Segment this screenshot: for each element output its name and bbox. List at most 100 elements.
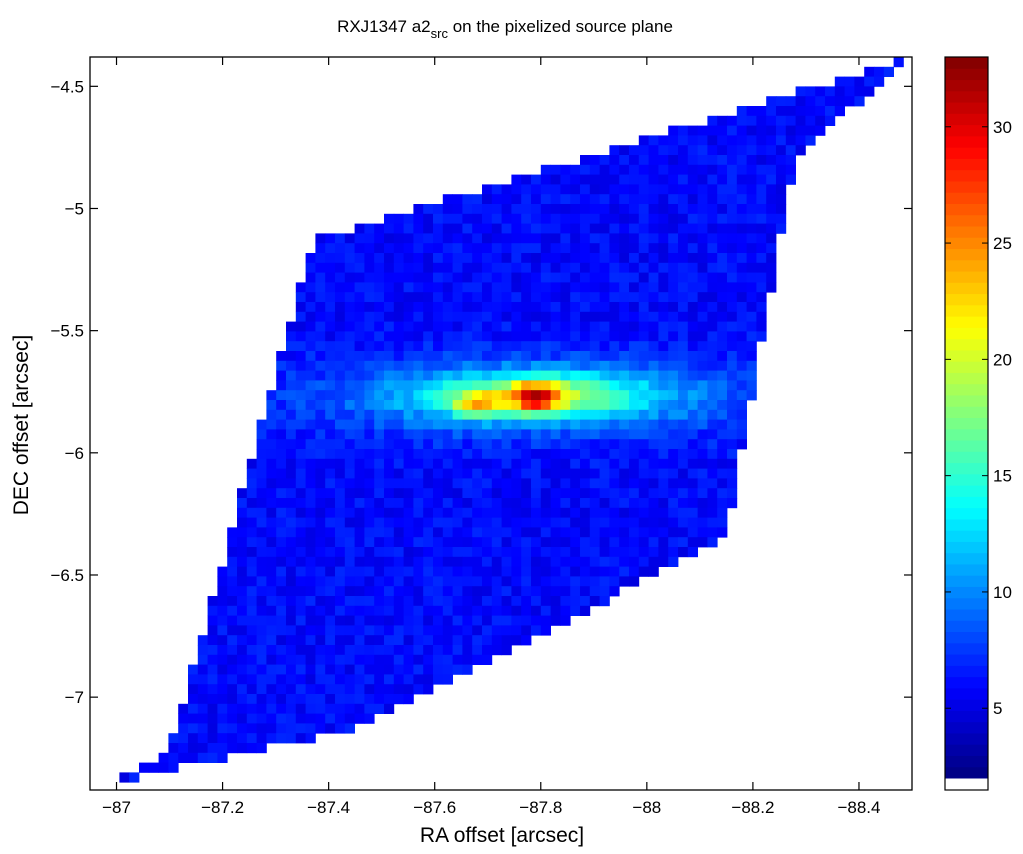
heatmap-cell [286, 556, 297, 567]
heatmap-cell [550, 213, 561, 224]
heatmap-cell [295, 439, 306, 450]
heatmap-cell [668, 223, 679, 234]
heatmap-cell [648, 311, 659, 322]
heatmap-cell [599, 380, 610, 391]
heatmap-cell [717, 282, 728, 293]
colorbar-tick-label: 25 [993, 234, 1012, 253]
heatmap-cell [531, 311, 542, 322]
heatmap-cell [638, 478, 649, 489]
colorbar-swatch [945, 665, 988, 678]
heatmap-cell [678, 331, 689, 342]
heatmap-cell [560, 507, 571, 518]
heatmap-cell [570, 400, 581, 411]
heatmap-cell [560, 390, 571, 401]
heatmap-cell [540, 449, 551, 460]
heatmap-cell [442, 331, 453, 342]
heatmap-cell [227, 635, 238, 646]
heatmap-cell [619, 243, 630, 254]
heatmap-cell [619, 292, 630, 303]
heatmap-cell [344, 449, 355, 460]
heatmap-cell [540, 468, 551, 479]
heatmap-cell [697, 282, 708, 293]
heatmap-cell [521, 253, 532, 264]
heatmap-cell [403, 419, 414, 430]
heatmap-cell [256, 419, 267, 430]
heatmap-cell [462, 429, 473, 440]
heatmap-cell [325, 439, 336, 450]
heatmap-cell [354, 282, 365, 293]
heatmap-cell [501, 282, 512, 293]
heatmap-cell [501, 517, 512, 528]
heatmap-cell [266, 733, 277, 744]
heatmap-cell [354, 498, 365, 509]
heatmap-cell [638, 243, 649, 254]
heatmap-cell [766, 135, 777, 146]
heatmap-cell [736, 409, 747, 420]
heatmap-cell [648, 321, 659, 332]
heatmap-cell [295, 674, 306, 685]
heatmap-cell [550, 605, 561, 616]
heatmap-cell [393, 488, 404, 499]
heatmap-cell [589, 488, 600, 499]
heatmap-cell [687, 233, 698, 244]
heatmap-cell [531, 282, 542, 293]
heatmap-cell [246, 713, 257, 724]
heatmap-cell [472, 272, 483, 283]
heatmap-cell [442, 409, 453, 420]
heatmap-cell [501, 253, 512, 264]
heatmap-cell [325, 645, 336, 656]
heatmap-cell [384, 596, 395, 607]
heatmap-cell [462, 262, 473, 273]
heatmap-cell [403, 478, 414, 489]
heatmap-cell [707, 331, 718, 342]
heatmap-cell [668, 125, 679, 136]
x-axis-label: RA offset [arcsec] [420, 824, 584, 847]
heatmap-cell [295, 488, 306, 499]
heatmap-cell [325, 409, 336, 420]
heatmap-cell [256, 488, 267, 499]
heatmap-cell [668, 272, 679, 283]
heatmap-cell [364, 654, 375, 665]
heatmap-cell [736, 243, 747, 254]
heatmap-cell [403, 635, 414, 646]
heatmap-cell [364, 694, 375, 705]
heatmap-cell [374, 478, 385, 489]
heatmap-cell [570, 174, 581, 185]
heatmap-cell [609, 419, 620, 430]
heatmap-cell [276, 615, 287, 626]
heatmap-cell [462, 439, 473, 450]
heatmap-cell [246, 547, 257, 558]
heatmap-cell [697, 488, 708, 499]
colorbar-swatch [945, 620, 988, 633]
heatmap-cell [197, 664, 208, 675]
heatmap-cell [472, 449, 483, 460]
heatmap-cell [540, 213, 551, 224]
heatmap-cell [560, 360, 571, 371]
heatmap-cell [501, 370, 512, 381]
heatmap-cell [511, 507, 522, 518]
heatmap-cell [237, 674, 248, 685]
heatmap-cell [609, 331, 620, 342]
heatmap-cell [403, 566, 414, 577]
heatmap-cell [521, 596, 532, 607]
heatmap-cell [550, 439, 561, 450]
heatmap-cell [217, 733, 228, 744]
heatmap-cell [599, 478, 610, 489]
heatmap-cell [501, 204, 512, 215]
heatmap-cell [678, 145, 689, 156]
heatmap-cell [393, 380, 404, 391]
heatmap-cell [521, 262, 532, 273]
heatmap-cell [570, 321, 581, 332]
heatmap-cell [315, 605, 326, 616]
heatmap-cell [315, 468, 326, 479]
heatmap-cell [707, 360, 718, 371]
heatmap-cell [697, 253, 708, 264]
heatmap-cell [531, 468, 542, 479]
heatmap-cell [364, 351, 375, 362]
heatmap-cell [746, 194, 757, 205]
heatmap-cell [697, 370, 708, 381]
heatmap-cell [511, 527, 522, 538]
heatmap-cell [717, 272, 728, 283]
heatmap-cell [364, 223, 375, 234]
heatmap-cell [521, 547, 532, 558]
